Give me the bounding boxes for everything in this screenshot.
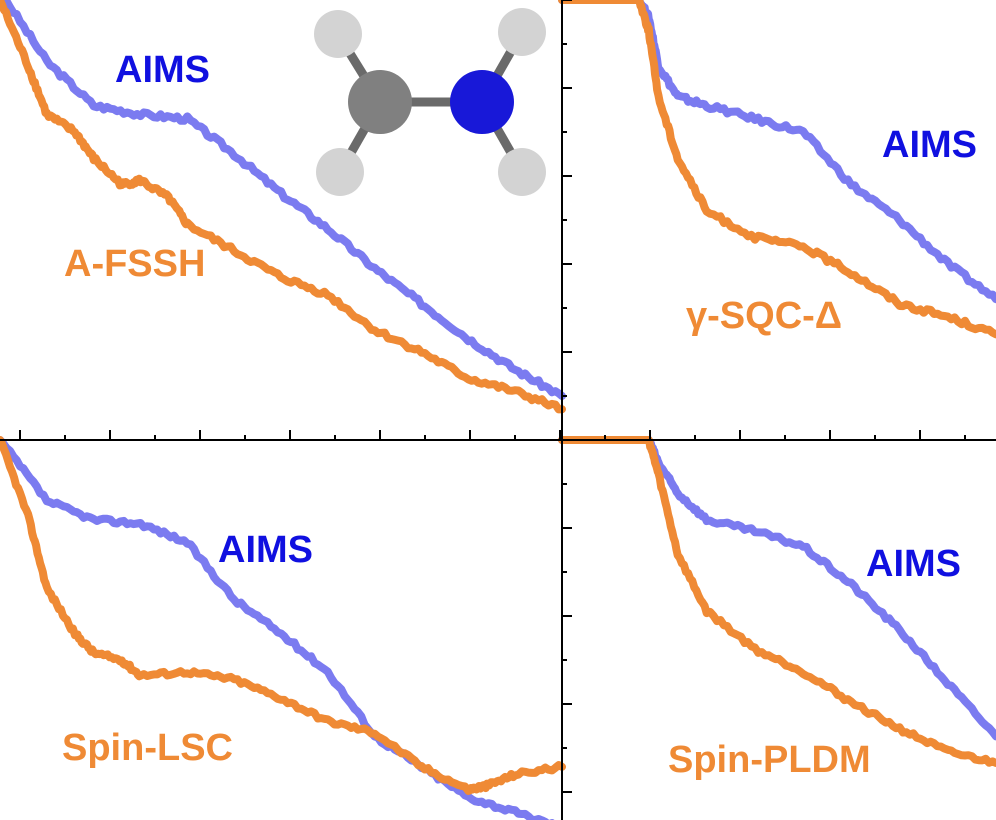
carbon-atom: [348, 70, 412, 134]
panel-top-left: [0, 0, 566, 414]
aims-series-line: [0, 436, 555, 820]
spin-pldm-label: Spin-PLDM: [668, 739, 871, 781]
nitrogen-atom: [450, 70, 514, 134]
aims-series-line: [1, 0, 566, 400]
aims-label: AIMS: [218, 529, 313, 571]
comparison-series-line: [0, 0, 566, 414]
hydrogen-atom: [314, 10, 362, 58]
panel-bottom-right: [558, 436, 996, 767]
spin-lsc-label: Spin-LSC: [62, 727, 233, 769]
hydrogen-atom: [498, 148, 546, 196]
comparison-series-line: [558, 0, 996, 339]
gamma-sqc-delta-label: γ-SQC-Δ: [686, 295, 842, 337]
axis-ticks: [19, 0, 966, 793]
hydrogen-atom: [498, 8, 546, 56]
a-fssh-label: A-FSSH: [64, 243, 205, 285]
series-labels: AIMS A-FSSH AIMS γ-SQC-Δ AIMS Spin-LSC A…: [62, 49, 977, 781]
aims-series-line: [558, 436, 996, 741]
aims-label: AIMS: [882, 124, 977, 166]
aims-label: AIMS: [115, 49, 210, 91]
panel-bottom-left: [0, 436, 566, 820]
comparison-series-line: [0, 436, 566, 795]
hydrogen-atom: [316, 148, 364, 196]
comparison-series-line: [558, 436, 996, 767]
aims-label: AIMS: [866, 543, 961, 585]
molecule-inset: [314, 8, 546, 196]
panel-top-right: [558, 0, 996, 339]
